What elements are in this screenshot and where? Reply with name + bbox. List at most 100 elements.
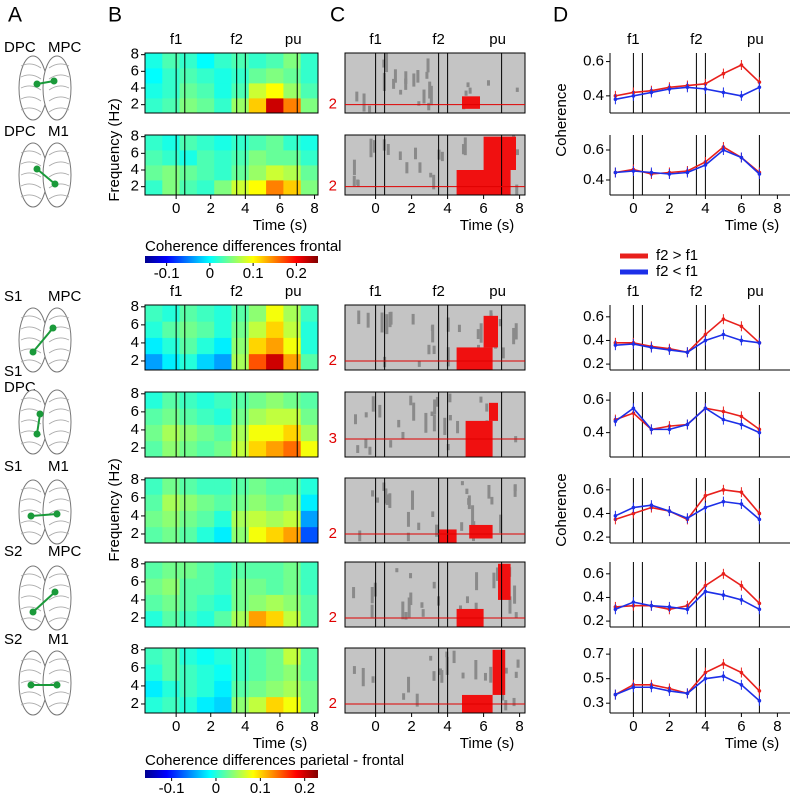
heatmap-cell — [145, 610, 163, 628]
heatmap-cell — [214, 648, 232, 665]
heatmap-cell — [300, 68, 319, 84]
point — [721, 148, 726, 152]
heatmap-cell — [300, 392, 319, 409]
heatmap-cell — [231, 353, 250, 371]
sulcus — [20, 669, 70, 675]
heatmap-cell — [300, 135, 319, 151]
event-label: pu — [489, 283, 506, 300]
heatmap-cell — [145, 424, 163, 442]
y-tick-label: 0.4 — [583, 424, 604, 441]
brain — [42, 307, 72, 373]
nonsignificant-patch — [425, 71, 429, 79]
heatmap-cell — [214, 696, 232, 714]
heatmap-cell — [162, 337, 180, 355]
heatmap-cell — [214, 494, 232, 511]
region-label: M1 — [48, 458, 69, 475]
nonsignificant-patch — [388, 493, 392, 508]
heatmap-cell — [248, 392, 267, 409]
sulcus — [20, 150, 70, 156]
region-label: M1 — [48, 631, 69, 648]
significant-region — [456, 170, 511, 195]
nonsignificant-patch — [514, 323, 518, 340]
heatmap-cell — [196, 180, 215, 196]
heatmap-cell — [248, 353, 267, 371]
heatmap-cell — [162, 135, 180, 151]
nonsignificant-patch — [414, 147, 418, 160]
heatmap-cell — [214, 53, 232, 69]
heatmap-cell — [162, 408, 180, 425]
nonsignificant-patch — [386, 143, 390, 155]
nonsignificant-patch — [406, 511, 410, 527]
nonsignificant-patch — [463, 137, 467, 156]
heatmap-cell — [283, 664, 302, 681]
nonsignificant-patch — [389, 440, 393, 448]
point — [721, 593, 726, 597]
heatmap-cell — [300, 305, 319, 322]
heatmap-cell — [196, 408, 215, 425]
sulcus — [20, 606, 70, 612]
heatmap-cell — [231, 594, 250, 612]
heatmap-cell — [283, 83, 302, 99]
heatmap-cell — [145, 337, 163, 355]
point — [739, 422, 744, 427]
sulcus — [20, 658, 70, 664]
point — [739, 490, 744, 494]
y-tick-label: 2 — [131, 352, 139, 369]
heatmap-cell — [283, 578, 302, 595]
heatmap-cell — [196, 305, 215, 322]
nonsignificant-patch — [401, 601, 405, 620]
heatmap-cell — [300, 321, 319, 338]
region-label: DPC — [4, 123, 36, 140]
nonsignificant-patch — [422, 89, 426, 104]
heatmap-cell — [145, 180, 163, 196]
point — [631, 600, 636, 604]
heatmap-cell — [196, 578, 215, 595]
heatmap-cell — [266, 392, 284, 409]
heatmap-cell — [231, 150, 250, 166]
nonsignificant-patch — [440, 151, 444, 162]
x-tick-label: 2 — [665, 200, 673, 217]
heatmap-cell — [248, 165, 267, 181]
y-tick-label: 6 — [131, 144, 139, 161]
heatmap-cell — [145, 53, 163, 69]
nonsignificant-patch — [407, 597, 411, 618]
heatmap-cell — [283, 305, 302, 322]
connection — [30, 513, 58, 517]
nonsignificant-patch — [404, 78, 408, 90]
y-tick-label: 8 — [131, 298, 139, 315]
nonsignificant-patch — [457, 324, 461, 333]
point — [757, 517, 762, 522]
x-tick-label: 4 — [241, 718, 249, 735]
heatmap-cell — [214, 408, 232, 425]
y-axis-label: Frequency (Hz) — [106, 458, 123, 561]
point — [703, 505, 708, 510]
heatmap-cell — [300, 83, 319, 99]
point — [703, 670, 708, 675]
region-label: M1 — [48, 123, 69, 140]
point — [613, 97, 618, 102]
heatmap-cell — [231, 478, 250, 495]
plot-frame — [144, 304, 319, 371]
point — [685, 170, 690, 175]
threshold-label: 2 — [329, 609, 337, 626]
y-tick-label: 6 — [131, 62, 139, 79]
y-tick-label: 6 — [131, 659, 139, 676]
heatmap-cell — [248, 510, 267, 528]
heatmap-cell — [214, 337, 232, 355]
x-tick-label: 2 — [665, 718, 673, 735]
nonsignificant-patch — [426, 58, 430, 73]
x-axis-label: Time (s) — [725, 217, 779, 234]
point — [739, 338, 744, 343]
nonsignificant-patch — [352, 587, 356, 599]
nonsignificant-patch — [368, 105, 372, 113]
nonsignificant-patch — [445, 651, 449, 658]
heatmap-cell — [231, 648, 250, 665]
heatmap-cell — [266, 648, 284, 665]
y-tick-label: 0.4 — [583, 87, 604, 104]
x-tick-label: 4 — [701, 200, 709, 217]
site — [50, 77, 58, 85]
event-label: f2 — [432, 31, 445, 48]
event-label: pu — [747, 283, 764, 300]
sulcus — [20, 584, 70, 590]
significant-region — [456, 347, 493, 370]
